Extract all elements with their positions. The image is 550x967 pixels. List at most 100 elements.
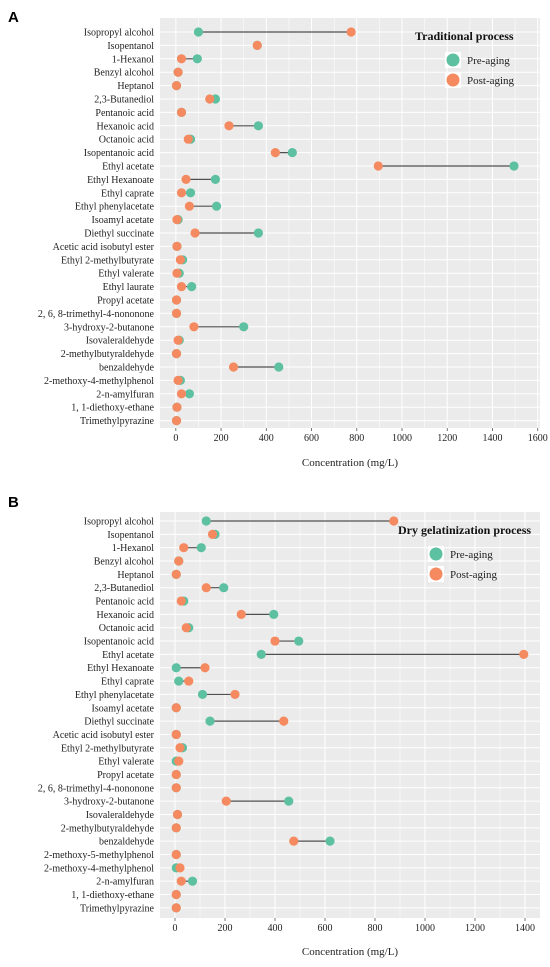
post-aging-point-benzyl-alcohol bbox=[174, 556, 184, 566]
post-aging-point-ethyl-hexanoate bbox=[181, 174, 191, 184]
category-label-benzaldehyde: benzaldehyde bbox=[99, 363, 155, 374]
legend-title: Traditional process bbox=[415, 29, 514, 43]
category-label-acetic-acid-isobutyl-ester: Acetic acid isobutyl ester bbox=[53, 730, 155, 741]
x-tick-label: 1200 bbox=[465, 923, 485, 934]
category-label-trimethylpyrazine: Trimethylpyrazine bbox=[80, 416, 155, 427]
category-label-isopentanoic-acid: Isopentanoic acid bbox=[84, 637, 154, 648]
post-aging-point-1-1-diethoxy-ethane bbox=[171, 889, 181, 900]
post-aging-point-benzyl-alcohol bbox=[173, 67, 183, 77]
post-aging-point-ethyl-laurate bbox=[176, 282, 187, 292]
pre-aging-point-diethyl-succinate bbox=[205, 716, 215, 726]
x-tick-label: 600 bbox=[304, 433, 319, 444]
legend-label-pre-aging: Pre-aging bbox=[467, 55, 510, 67]
category-label-3-hydroxy-2-butanone: 3-hydroxy-2-butanone bbox=[64, 797, 155, 808]
pre-aging-point-benzaldehyde bbox=[325, 836, 335, 846]
x-tick-label: 1000 bbox=[392, 433, 412, 444]
post-aging-point-isopentanoic-acid bbox=[270, 636, 280, 646]
category-label-ethyl-laurate: Ethyl laurate bbox=[103, 282, 155, 293]
x-tick-label: 0 bbox=[173, 433, 178, 444]
post-aging-point-ethyl-caprate bbox=[176, 188, 187, 198]
x-tick-label: 200 bbox=[218, 923, 233, 934]
x-tick-label: 800 bbox=[368, 923, 383, 934]
pre-aging-point-ethyl-laurate bbox=[187, 282, 197, 292]
post-aging-point-ethyl-acetate bbox=[373, 161, 383, 171]
post-aging-point-isopentanol bbox=[252, 40, 262, 51]
post-aging-point-benzaldehyde bbox=[289, 836, 299, 846]
x-tick-label: 600 bbox=[318, 923, 333, 934]
pre-aging-point-2-n-amylfuran bbox=[187, 876, 198, 886]
x-tick-label: 200 bbox=[214, 433, 229, 444]
pre-aging-point-hexanoic-acid bbox=[253, 121, 263, 131]
post-aging-point-heptanol bbox=[171, 569, 181, 579]
category-label-2-n-amylfuran: 2-n-amylfuran bbox=[96, 877, 154, 888]
panel-dry-gelatinization-process: B Isopropyl alcohol Isopentanol 1-Hexanol Be… bbox=[8, 494, 540, 958]
category-label-isoamyl-acetate: Isoamyl acetate bbox=[92, 215, 155, 226]
category-label-heptanol: Heptanol bbox=[117, 570, 154, 581]
post-aging-point-isoamyl-acetate bbox=[172, 215, 182, 225]
post-aging-point-1-1-diethoxy-ethane bbox=[172, 402, 182, 412]
post-aging-point-trimethylpyrazine bbox=[171, 416, 182, 426]
x-tick-label: 400 bbox=[268, 923, 283, 934]
post-aging-point-2-6-8-trimethyl-4-nononone bbox=[171, 783, 181, 793]
post-aging-point-2-methoxy-4-methylphenol bbox=[175, 863, 185, 873]
panel-letter: B bbox=[8, 494, 19, 511]
legend-label-post-aging: Post-aging bbox=[467, 75, 515, 87]
pre-aging-point-benzaldehyde bbox=[274, 362, 284, 372]
post-aging-point-trimethylpyrazine bbox=[171, 903, 181, 913]
category-label-acetic-acid-isobutyl-ester: Acetic acid isobutyl ester bbox=[53, 242, 155, 253]
x-axis-title: Concentration (mg/L) bbox=[302, 946, 399, 958]
category-label-isopentanol: Isopentanol bbox=[107, 41, 154, 52]
pre-aging-point-isopentanoic-acid bbox=[294, 636, 304, 646]
post-aging-point-1-hexanol bbox=[176, 54, 187, 64]
category-label-octanoic-acid: Octanoic acid bbox=[99, 135, 154, 146]
legend: Traditional process Pre-aging Post-aging bbox=[415, 29, 515, 88]
post-aging-point-ethyl-phenylacetate bbox=[184, 201, 195, 211]
post-aging-point-ethyl-valerate bbox=[174, 756, 184, 766]
post-aging-point-hexanoic-acid bbox=[236, 609, 246, 619]
pre-aging-point-3-hydroxy-2-butanone bbox=[239, 322, 249, 332]
x-tick-label: 1600 bbox=[528, 433, 548, 444]
category-label-isoamyl-acetate: Isoamyl acetate bbox=[92, 703, 155, 714]
post-aging-point-propyl-acetate bbox=[171, 295, 182, 305]
category-label-pentanoic-acid: Pentanoic acid bbox=[95, 597, 154, 608]
category-label-2-6-8-trimethyl-4-nononone: 2, 6, 8-trimethyl-4-nononone bbox=[38, 309, 155, 320]
category-label-2-methoxy-5-methylphenol: 2-methoxy-5-methylphenol bbox=[44, 850, 154, 861]
x-tick-label: 1400 bbox=[515, 923, 535, 934]
pre-aging-point-diethyl-succinate bbox=[253, 228, 263, 238]
post-aging-point-pentanoic-acid bbox=[176, 107, 187, 117]
category-label-1-1-diethoxy-ethane: 1, 1-diethoxy-ethane bbox=[71, 403, 154, 414]
category-label-2-n-amylfuran: 2-n-amylfuran bbox=[96, 389, 154, 400]
category-label-ethyl-hexanoate: Ethyl Hexanoate bbox=[87, 663, 154, 674]
post-aging-point-2-n-amylfuran bbox=[176, 389, 187, 399]
post-aging-point-heptanol bbox=[171, 81, 182, 91]
post-aging-point-pentanoic-acid bbox=[176, 596, 186, 606]
post-aging-point-ethyl-valerate bbox=[172, 268, 182, 278]
post-aging-point-3-hydroxy-2-butanone bbox=[189, 322, 199, 332]
category-label-ethyl-2-methylbutyrate: Ethyl 2-methylbutyrate bbox=[61, 255, 155, 266]
category-label-ethyl-caprate: Ethyl caprate bbox=[101, 677, 155, 688]
category-label-trimethylpyrazine: Trimethylpyrazine bbox=[80, 903, 155, 914]
category-label-ethyl-phenylacetate: Ethyl phenylacetate bbox=[75, 690, 155, 701]
post-aging-point-2-3-butanediol bbox=[201, 583, 211, 593]
post-aging-point-acetic-acid-isobutyl-ester bbox=[172, 241, 182, 251]
pre-aging-point-isopropyl-alcohol bbox=[193, 27, 204, 37]
legend-title: Dry gelatinization process bbox=[398, 523, 531, 537]
category-label-ethyl-acetate: Ethyl acetate bbox=[102, 162, 154, 173]
category-label-ethyl-2-methylbutyrate: Ethyl 2-methylbutyrate bbox=[61, 743, 155, 754]
category-label-propyl-acetate: Propyl acetate bbox=[97, 770, 154, 781]
post-aging-point-propyl-acetate bbox=[171, 769, 181, 780]
pre-aging-point-ethyl-acetate bbox=[509, 161, 519, 171]
post-aging-point-3-hydroxy-2-butanone bbox=[221, 796, 231, 806]
post-aging-point-2-methoxy-5-methylphenol bbox=[171, 849, 181, 860]
category-label-ethyl-caprate: Ethyl caprate bbox=[101, 188, 155, 199]
category-label-isovaleraldehyde: Isovaleraldehyde bbox=[86, 336, 155, 347]
post-aging-point-isopropyl-alcohol bbox=[346, 27, 356, 37]
x-axis-title: Concentration (mg/L) bbox=[302, 457, 399, 469]
pre-aging-point-1-hexanol bbox=[192, 54, 202, 64]
pre-aging-point-1-hexanol bbox=[196, 543, 206, 553]
category-label-isopentanol: Isopentanol bbox=[107, 530, 154, 541]
x-tick-label: 400 bbox=[259, 433, 274, 444]
category-label-2-methylbutyraldehyde: 2-methylbutyraldehyde bbox=[61, 823, 155, 834]
category-label-2-methoxy-4-methylphenol: 2-methoxy-4-methylphenol bbox=[44, 863, 154, 874]
